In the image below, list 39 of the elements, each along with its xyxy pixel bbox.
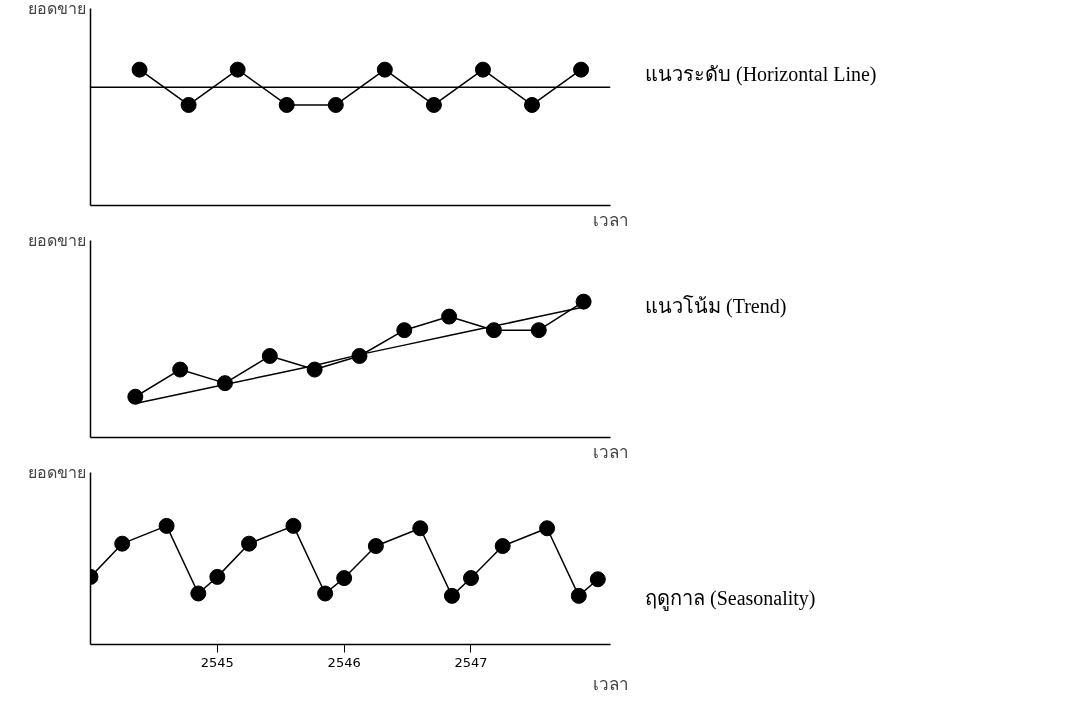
point <box>261 348 278 364</box>
text: ฤดูกาล (Seasonality) <box>645 586 816 613</box>
point <box>570 587 587 604</box>
point <box>317 585 334 602</box>
point <box>441 308 458 325</box>
y-axis-title: ยอดขาย <box>27 464 86 481</box>
point <box>190 585 207 602</box>
point <box>172 361 189 378</box>
point <box>367 538 384 555</box>
point <box>443 587 460 604</box>
point <box>412 520 429 537</box>
point <box>539 520 556 537</box>
text: แนวโน้ม (Trend) <box>645 294 787 320</box>
y-axis-title: ยอดขาย <box>27 0 86 17</box>
point <box>575 293 592 310</box>
point <box>485 322 502 339</box>
point <box>216 375 233 392</box>
point <box>462 570 479 587</box>
x-tick-label: 2547 <box>454 654 488 670</box>
x-axis-title: เวลา <box>592 210 629 230</box>
x-axis-title: เวลา <box>592 674 629 694</box>
y-axis-title: ยอดขาย <box>27 232 86 249</box>
point <box>494 538 511 555</box>
text: แนวระดับ (Horizontal Line) <box>645 62 877 88</box>
point <box>209 568 226 585</box>
point <box>241 535 258 552</box>
x-axis-title: เวลา <box>592 442 629 462</box>
point <box>114 535 131 552</box>
point <box>127 388 144 405</box>
point <box>336 570 353 587</box>
x-tick-label: 2545 <box>200 654 234 670</box>
x-tick-label: 2546 <box>327 654 361 670</box>
point <box>351 348 368 364</box>
point <box>158 517 175 534</box>
point <box>396 322 413 339</box>
point <box>530 322 547 339</box>
point <box>589 571 606 588</box>
point <box>306 361 323 378</box>
point <box>285 517 302 534</box>
